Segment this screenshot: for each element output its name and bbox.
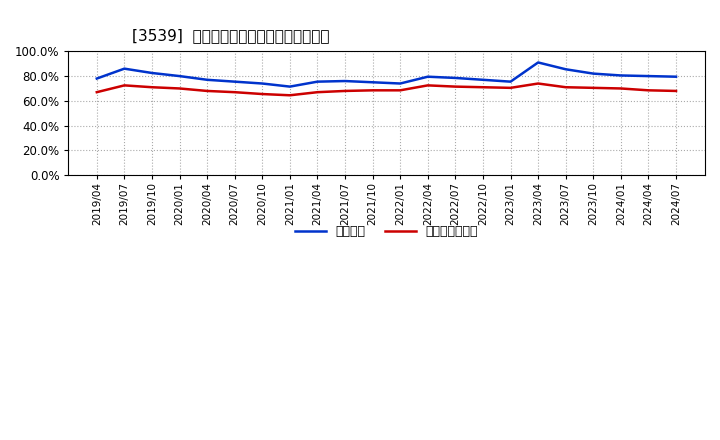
固定比率 (203, 77, 212, 82)
固定比率 (230, 79, 239, 84)
固定長期適合率 (534, 81, 542, 86)
固定比率 (175, 73, 184, 79)
固定長期適合率 (230, 90, 239, 95)
固定比率 (562, 66, 570, 72)
固定長期適合率 (92, 90, 101, 95)
固定長期適合率 (506, 85, 515, 91)
固定比率 (423, 74, 432, 79)
固定比率 (286, 84, 294, 89)
固定比率 (396, 81, 405, 86)
固定比率 (258, 81, 266, 86)
固定比率 (92, 76, 101, 81)
Line: 固定比率: 固定比率 (96, 62, 676, 87)
固定比率 (313, 79, 322, 84)
固定長期適合率 (313, 90, 322, 95)
固定長期適合率 (423, 83, 432, 88)
固定比率 (589, 71, 598, 76)
固定比率 (148, 70, 156, 76)
Text: [3539]  固定比率、固定長期適合率の推移: [3539] 固定比率、固定長期適合率の推移 (132, 28, 329, 43)
固定長期適合率 (589, 85, 598, 91)
固定長期適合率 (644, 88, 653, 93)
固定長期適合率 (120, 83, 129, 88)
固定長期適合率 (175, 86, 184, 91)
固定比率 (644, 73, 653, 79)
固定長期適合率 (148, 84, 156, 90)
固定比率 (451, 75, 459, 81)
固定長期適合率 (203, 88, 212, 94)
固定比率 (616, 73, 625, 78)
固定長期適合率 (672, 88, 680, 94)
固定比率 (479, 77, 487, 82)
固定長期適合率 (451, 84, 459, 89)
固定長期適合率 (369, 88, 377, 93)
固定長期適合率 (341, 88, 349, 94)
固定長期適合率 (258, 92, 266, 97)
固定比率 (534, 60, 542, 65)
固定比率 (672, 74, 680, 79)
固定長期適合率 (616, 86, 625, 91)
固定長期適合率 (562, 84, 570, 90)
固定長期適合率 (479, 84, 487, 90)
固定長期適合率 (286, 93, 294, 98)
固定長期適合率 (396, 88, 405, 93)
固定比率 (369, 80, 377, 85)
Legend: 固定比率, 固定長期適合率: 固定比率, 固定長期適合率 (289, 220, 483, 243)
Line: 固定長期適合率: 固定長期適合率 (96, 84, 676, 95)
固定比率 (506, 79, 515, 84)
固定比率 (341, 78, 349, 84)
固定比率 (120, 66, 129, 71)
